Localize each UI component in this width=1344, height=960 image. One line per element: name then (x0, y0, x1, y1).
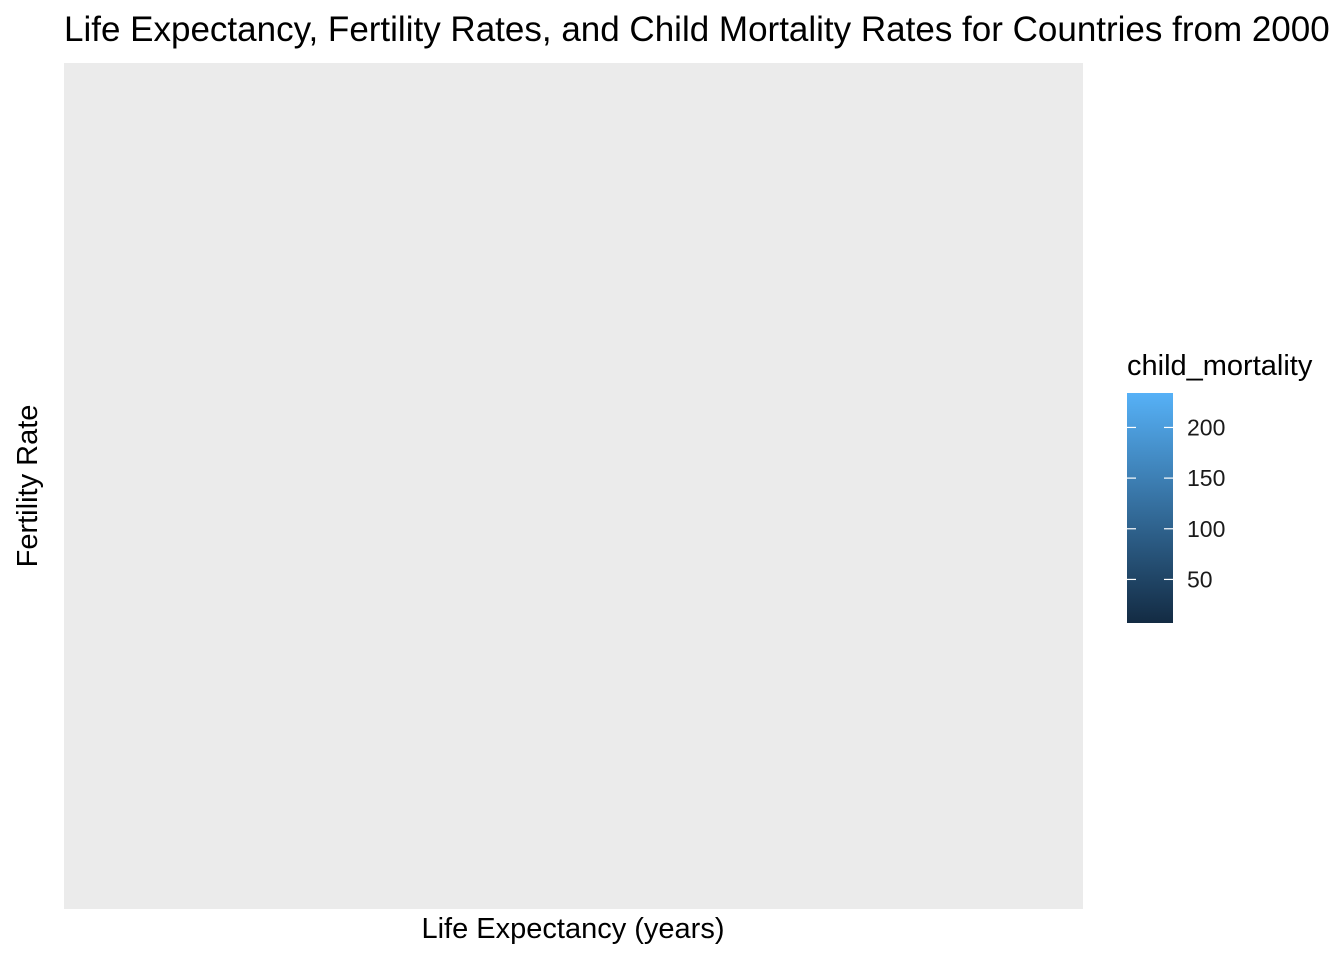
legend-tick-label: 150 (1187, 465, 1225, 491)
legend-title: child_mortality (1127, 350, 1313, 382)
legend-colorbar (1127, 393, 1173, 623)
legend-tick-label: 50 (1187, 566, 1213, 592)
plot-panel (64, 63, 1083, 909)
x-axis-title: Life Expectancy (years) (421, 913, 724, 945)
legend: child_mortality 50 100 150 200 (1127, 350, 1313, 623)
legend-ticks: 50 100 150 200 (1127, 414, 1225, 592)
legend-tick-label: 100 (1187, 516, 1225, 542)
y-axis-title: Fertility Rate (12, 405, 44, 568)
legend-tick-label: 200 (1187, 414, 1225, 440)
chart-title: Life Expectancy, Fertility Rates, and Ch… (64, 10, 1330, 49)
